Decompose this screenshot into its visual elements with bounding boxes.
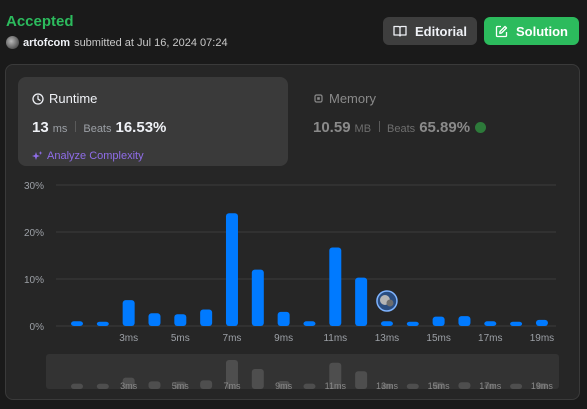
navigator-bar [380,383,393,389]
navigator-bar [329,362,342,389]
navigator-bar [458,382,471,389]
navigator-tick-label: 13ms [376,381,399,391]
navigator-bar [96,383,109,389]
navigator-bar [277,381,290,389]
sparkle-icon [32,150,43,160]
bar[interactable] [122,300,135,326]
x-tick-label: 3ms [119,333,138,344]
y-tick-label: 10% [24,275,44,286]
runtime-beats-pct: 16.53% [115,119,167,136]
bar[interactable] [355,277,368,326]
runtime-beats-label: Beats [83,123,112,135]
bar[interactable] [251,269,264,326]
bar[interactable] [406,321,419,326]
navigator-bar [71,383,83,389]
bar[interactable] [380,321,393,326]
runtime-title-text: Runtime [49,91,98,106]
submission-meta: artofcom submitted at Jul 16, 2024 07:24 [6,36,228,49]
navigator-bar [174,381,187,389]
memory-beats-label: Beats [387,123,416,135]
solution-label: Solution [516,23,568,39]
x-tick-label: 9ms [274,333,293,344]
bar[interactable] [225,213,238,326]
edit-icon [495,25,508,37]
divider [379,121,381,132]
bar[interactable] [432,316,445,326]
bar[interactable] [329,247,342,326]
navigator-bar [510,383,523,389]
memory-number: 10.59 [313,119,351,136]
solution-button[interactable]: Solution [484,17,579,45]
navigator-tick-label: 15ms [428,381,451,391]
y-tick-label: 20% [24,228,44,239]
navigator-tick-label: 9ms [275,381,293,391]
bar[interactable] [303,321,316,326]
navigator-tick-label: 3ms [120,381,138,391]
x-tick-label: 11ms [323,333,347,344]
x-tick-label: 17ms [478,333,502,344]
memory-title-text: Memory [329,91,376,106]
y-tick-label: 0% [30,322,45,333]
navigator-tick-label: 19ms [531,381,554,391]
navigator-bar [406,383,419,389]
navigator-bar [535,383,548,389]
performance-panel: Runtime 13 ms Beats 16.53% Analyze Compl… [5,64,580,400]
navigator-bar [355,371,368,389]
runtime-distribution-chart[interactable]: 0% 10% 20% 30% 3ms 5ms 7ms 9ms 11ms 13ms 15ms 17ms 1… [6,65,581,355]
navigator-bar [303,383,316,389]
navigator-bar [122,377,135,389]
x-tick-label: 7ms [223,333,242,344]
bar[interactable] [174,314,187,326]
navigator-bar [200,380,213,389]
bar[interactable] [458,316,471,326]
editorial-button[interactable]: Editorial [383,17,477,45]
runtime-title: Runtime [32,91,97,106]
navigator-tick-label: 17ms [479,381,502,391]
book-icon [393,25,407,37]
memory-beats-pct: 65.89% [419,119,471,136]
editorial-label: Editorial [414,23,467,39]
bar[interactable] [71,321,83,326]
memory-tab[interactable]: Memory [313,91,376,106]
avatar[interactable] [6,36,19,49]
navigator-bar [251,369,264,389]
bar[interactable] [277,311,290,326]
y-tick-label: 30% [24,181,44,192]
runtime-card[interactable]: Runtime 13 ms Beats 16.53% Analyze Compl… [18,77,288,166]
x-tick-label: 15ms [426,333,450,344]
navigator-bar [484,383,497,389]
runtime-value: 13 ms Beats 16.53% [32,119,166,136]
bar[interactable] [510,321,523,326]
navigator-bar [148,381,161,389]
navigator-tick-label: 7ms [223,381,241,391]
memory-value: 10.59 MB Beats 65.89% [313,119,487,136]
submission-status: Accepted [6,13,74,30]
bar[interactable] [535,319,548,326]
navigator-track[interactable] [46,354,559,389]
bar[interactable] [484,321,497,326]
analyze-complexity-button[interactable]: Analyze Complexity [32,150,144,162]
range-navigator[interactable]: 3ms 5ms 7ms 9ms 11ms 13ms 15ms 17ms 19ms [6,65,581,401]
x-tick-label: 5ms [171,333,190,344]
analyze-label: Analyze Complexity [47,150,144,162]
navigator-bar [225,360,238,389]
runtime-number: 13 [32,119,49,136]
clock-icon [32,92,44,105]
submitted-time: submitted at Jul 16, 2024 07:24 [74,36,228,49]
avatar-shadow [386,299,394,307]
username-link[interactable]: artofcom [23,36,71,49]
navigator-tick-label: 11ms [325,381,347,391]
x-tick-label: 13ms [375,333,399,344]
divider [75,121,77,132]
runtime-unit: ms [52,123,68,135]
x-tick-label: 19ms [530,333,554,344]
bar[interactable] [148,313,161,326]
leaf-icon [475,122,487,133]
navigator-tick-label: 5ms [172,381,190,391]
memory-unit: MB [354,123,372,135]
navigator-bar [432,382,445,389]
chip-icon [314,94,323,103]
bar[interactable] [200,309,213,326]
bar[interactable] [96,321,109,326]
